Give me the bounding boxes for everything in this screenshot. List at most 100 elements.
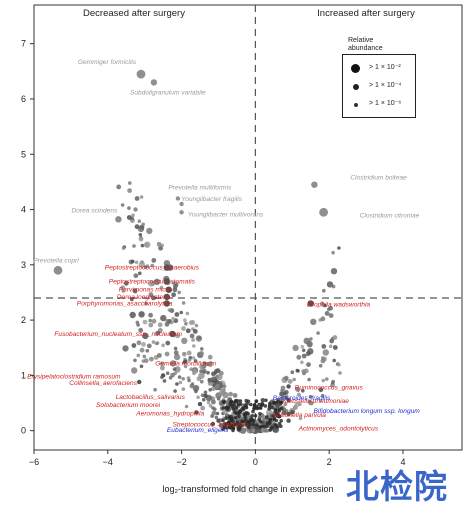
data-point [221,427,225,432]
point-label: Dorea longicatena [117,294,171,301]
data-point [303,368,309,374]
data-point [171,281,176,285]
y-tick-label: 5 [21,149,26,159]
data-point [150,263,155,268]
legend-text-large: > 1 × 10⁻² [369,64,401,71]
labeled-point [160,373,166,378]
data-point [320,301,324,306]
point-label: Eubacterium_eligens [167,427,229,434]
data-point [270,425,274,430]
data-point [151,318,157,324]
data-point [185,328,191,334]
data-point [232,422,237,427]
data-point [271,414,276,418]
data-point [279,406,284,411]
data-point [136,353,141,358]
data-point [267,406,272,411]
data-point [145,349,150,353]
data-point [183,318,187,323]
labeled-point [203,393,208,398]
legend-entry-large: > 1 × 10⁻² [343,61,415,75]
data-point [159,285,164,290]
labeled-point [286,411,291,417]
point-label: Solobacterium moorei [96,402,161,409]
data-point [138,236,144,242]
labeled-point [175,196,181,201]
y-tick-label: 6 [21,94,26,104]
data-point [189,367,193,372]
data-point [143,358,149,364]
data-point [174,312,180,317]
data-point [189,333,195,339]
data-point [155,330,161,336]
data-point [242,412,247,416]
data-point [192,329,198,334]
data-point [181,351,187,357]
labeled-point [319,207,328,217]
data-point [214,415,219,420]
labeled-point [216,418,221,423]
data-point [138,311,145,318]
point-label: Collinsella_aerofaciens [69,380,138,387]
data-point [168,376,173,380]
data-point [267,421,271,426]
data-point [132,244,136,248]
data-point [148,292,154,298]
data-point [151,295,156,301]
data-point [181,337,188,344]
data-point [137,225,145,232]
data-point [214,384,220,389]
data-point [273,407,278,412]
data-point [139,364,144,369]
point-label: Aeromonas_hydrophila [135,410,204,417]
data-point [123,280,129,286]
data-point [301,348,306,353]
point-label: Veillonella parvula [273,412,327,419]
data-point [173,346,178,351]
data-point [298,416,303,421]
data-point [159,361,165,367]
data-point [151,340,156,344]
data-point [131,343,137,348]
data-point [234,405,239,410]
data-point [153,387,157,392]
data-point [138,271,142,276]
data-point [318,387,324,393]
data-point [224,416,228,421]
labeled-point [136,69,146,79]
data-point [294,402,300,408]
data-point [169,308,174,312]
point-label: Prevotella copri [33,257,79,264]
data-point [192,369,198,375]
data-point [264,415,269,419]
data-point [154,341,159,346]
data-point [337,363,341,367]
data-point [332,345,338,350]
data-point [205,362,209,367]
data-point [331,250,335,255]
data-point [279,391,284,397]
data-point [268,418,272,422]
data-point [161,343,165,348]
data-point [171,292,177,298]
data-point [199,351,204,356]
data-point [147,280,155,287]
data-point [221,406,225,410]
data-point [228,391,234,397]
labeled-point [183,359,188,364]
point-label: Gemmiger formicilis [78,59,137,66]
data-point [134,260,139,265]
data-point [332,335,338,340]
data-point [171,316,175,321]
data-point [301,389,305,393]
legend-text-medium: > 1 × 10⁻⁴ [369,82,402,89]
data-point [243,416,248,421]
data-point [169,360,177,367]
data-point [197,336,201,340]
data-point [132,288,138,294]
data-point [221,418,225,423]
data-point [308,395,313,399]
y-tick-label: 2 [21,315,26,325]
data-point [208,404,213,408]
data-point [200,405,206,411]
